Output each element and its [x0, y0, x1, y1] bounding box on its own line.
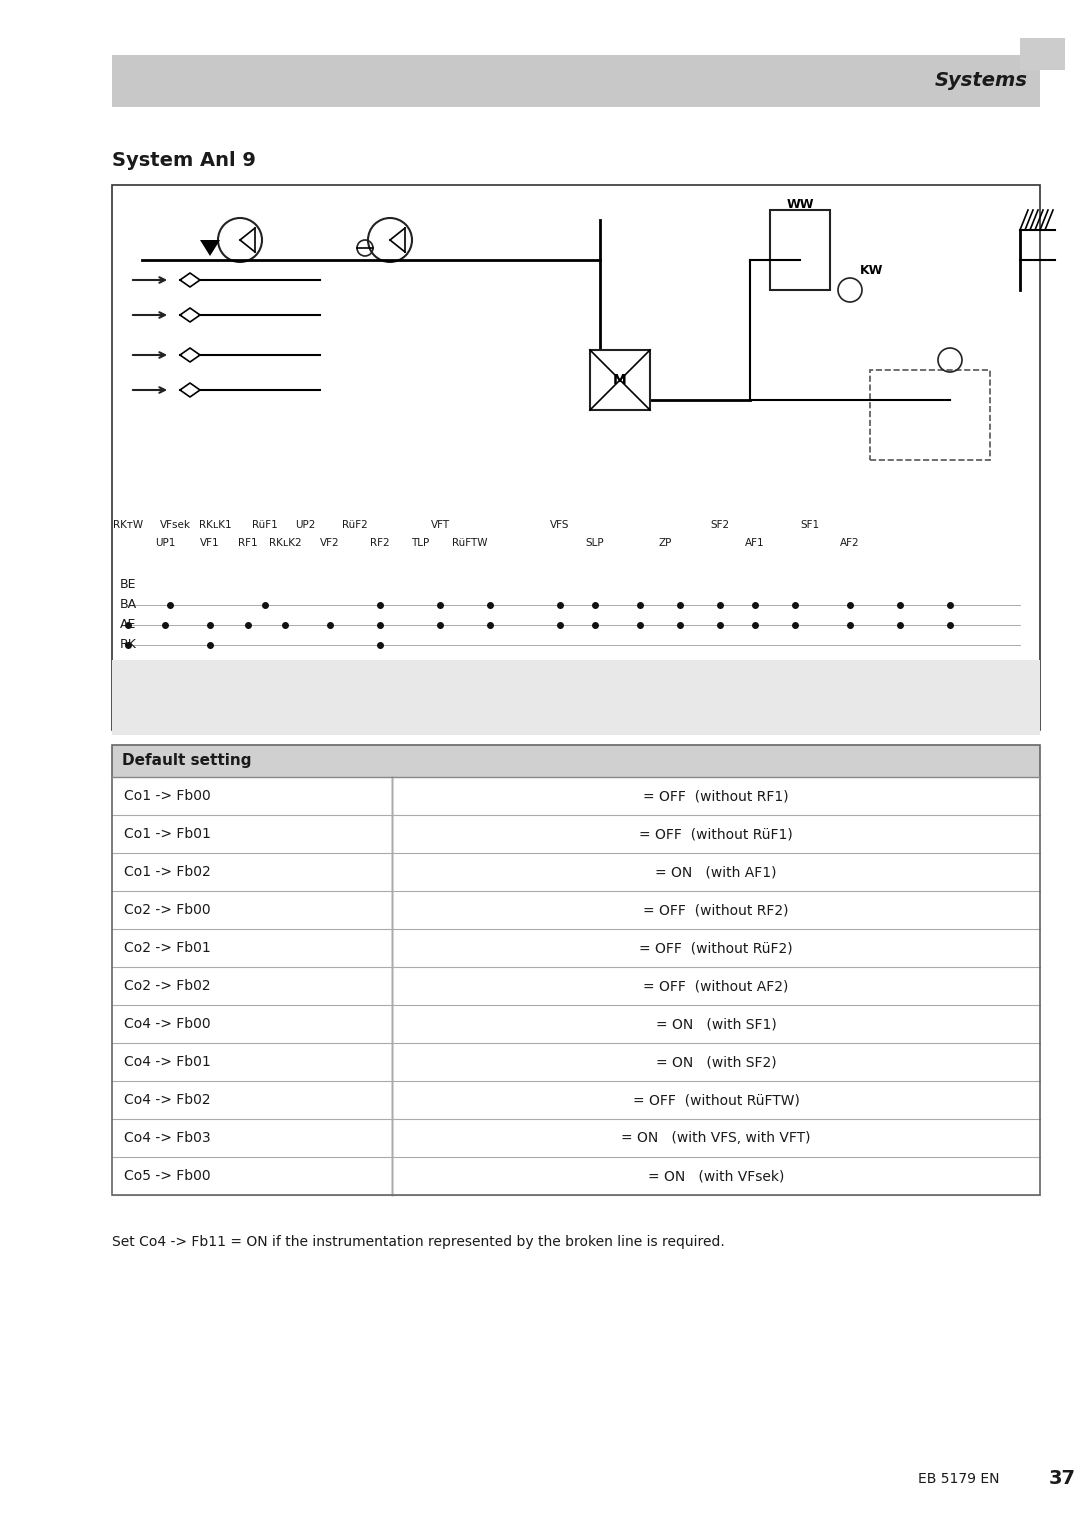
- Text: Co1 -> Fb02: Co1 -> Fb02: [124, 865, 211, 879]
- Text: VFT: VFT: [431, 520, 449, 531]
- Text: RKʟK1: RKʟK1: [199, 520, 231, 531]
- Text: Co4 -> Fb02: Co4 -> Fb02: [124, 1093, 211, 1107]
- Bar: [590, 350, 650, 410]
- Text: Co2 -> Fb02: Co2 -> Fb02: [124, 979, 211, 992]
- Text: Co5 -> Fb00: Co5 -> Fb00: [124, 1170, 211, 1183]
- Text: System Anl 9: System Anl 9: [112, 150, 256, 170]
- Text: = ON   (with SF2): = ON (with SF2): [656, 1055, 777, 1069]
- Text: = ON   (with AF1): = ON (with AF1): [656, 865, 777, 879]
- Bar: [770, 209, 831, 291]
- Text: ZP: ZP: [659, 538, 672, 547]
- Text: UP1: UP1: [154, 538, 175, 547]
- Text: SF2: SF2: [711, 520, 730, 531]
- Bar: [112, 185, 1040, 729]
- Text: RüFTW: RüFTW: [453, 538, 488, 547]
- Text: Co4 -> Fb01: Co4 -> Fb01: [124, 1055, 211, 1069]
- Text: = OFF  (without RüFTW): = OFF (without RüFTW): [633, 1093, 799, 1107]
- Text: Co2 -> Fb01: Co2 -> Fb01: [124, 940, 211, 956]
- Text: VF1: VF1: [200, 538, 220, 547]
- Text: UP2: UP2: [295, 520, 315, 531]
- Text: Set Co4 -> Fb11 = ON if the instrumentation represented by the broken line is re: Set Co4 -> Fb11 = ON if the instrumentat…: [112, 1235, 725, 1249]
- Text: TLP: TLP: [410, 538, 429, 547]
- Text: RF2: RF2: [370, 538, 390, 547]
- Text: Co1 -> Fb01: Co1 -> Fb01: [124, 827, 211, 841]
- Text: Default setting: Default setting: [122, 754, 252, 769]
- Text: VFS: VFS: [550, 520, 570, 531]
- Text: = OFF  (without RüF1): = OFF (without RüF1): [639, 827, 793, 841]
- Text: SLP: SLP: [585, 538, 605, 547]
- Bar: [112, 661, 1040, 735]
- Text: RKᴛW: RKᴛW: [113, 520, 143, 531]
- Text: AF1: AF1: [745, 538, 765, 547]
- Text: = OFF  (without RüF2): = OFF (without RüF2): [639, 940, 793, 956]
- Text: VFsek: VFsek: [160, 520, 190, 531]
- Text: 37: 37: [1049, 1469, 1076, 1489]
- Text: Co4 -> Fb00: Co4 -> Fb00: [124, 1017, 211, 1031]
- Text: Systems: Systems: [935, 72, 1028, 90]
- Text: AE: AE: [120, 619, 136, 631]
- Text: = OFF  (without RF2): = OFF (without RF2): [644, 904, 788, 917]
- Text: RüF2: RüF2: [342, 520, 368, 531]
- Bar: [112, 745, 1040, 777]
- Text: AF2: AF2: [840, 538, 860, 547]
- Text: RKʟK2: RKʟK2: [269, 538, 301, 547]
- Text: = OFF  (without RF1): = OFF (without RF1): [644, 789, 788, 803]
- Text: Co1 -> Fb00: Co1 -> Fb00: [124, 789, 211, 803]
- Text: VF2: VF2: [320, 538, 340, 547]
- Text: = OFF  (without AF2): = OFF (without AF2): [644, 979, 788, 992]
- Bar: [870, 370, 990, 460]
- Text: = ON   (with SF1): = ON (with SF1): [656, 1017, 777, 1031]
- Text: SF1: SF1: [800, 520, 820, 531]
- Bar: [1020, 38, 1065, 70]
- Text: = ON   (with VFsek): = ON (with VFsek): [648, 1170, 784, 1183]
- Text: EB 5179 EN: EB 5179 EN: [918, 1472, 1000, 1486]
- Polygon shape: [200, 240, 220, 255]
- Text: = ON   (with VFS, with VFT): = ON (with VFS, with VFT): [621, 1131, 811, 1145]
- Bar: [112, 745, 1040, 1196]
- Text: RüF1: RüF1: [252, 520, 278, 531]
- Text: M: M: [613, 373, 626, 387]
- Text: RK: RK: [120, 639, 137, 651]
- Text: BA: BA: [120, 598, 137, 612]
- Text: RF1: RF1: [239, 538, 258, 547]
- Text: KW: KW: [860, 263, 883, 277]
- Bar: [112, 55, 1040, 107]
- Text: BE: BE: [120, 578, 136, 592]
- Text: Co2 -> Fb00: Co2 -> Fb00: [124, 904, 211, 917]
- Text: WW: WW: [786, 199, 813, 211]
- Text: Co4 -> Fb03: Co4 -> Fb03: [124, 1131, 211, 1145]
